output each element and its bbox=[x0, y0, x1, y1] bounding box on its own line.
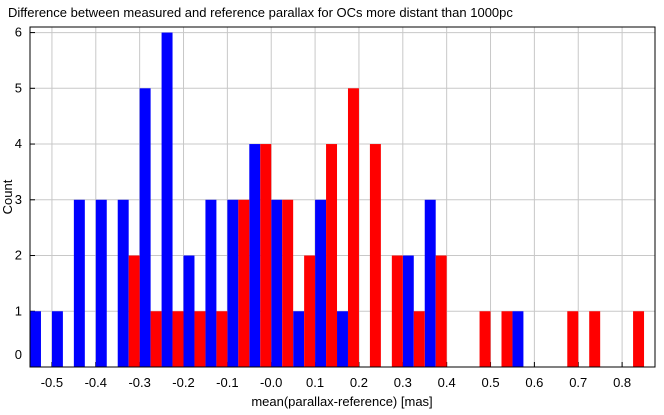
bar bbox=[402, 255, 414, 367]
bar bbox=[413, 311, 425, 367]
bar bbox=[73, 199, 85, 367]
bar bbox=[282, 199, 294, 367]
bar bbox=[424, 199, 436, 367]
plot-frame bbox=[29, 26, 656, 368]
bar bbox=[304, 255, 316, 367]
bar bbox=[567, 311, 579, 367]
x-tick-label: 0.6 bbox=[525, 375, 543, 390]
y-tick-label: 1 bbox=[15, 303, 22, 318]
y-tick-label: 5 bbox=[15, 80, 22, 95]
x-tick-label: 0.3 bbox=[394, 375, 412, 390]
bar bbox=[369, 144, 381, 367]
bar bbox=[435, 255, 447, 367]
y-tick-label: 3 bbox=[15, 192, 22, 207]
x-tick-label: -0.1 bbox=[216, 375, 238, 390]
x-tick-label: -0.4 bbox=[85, 375, 107, 390]
bar bbox=[512, 311, 524, 367]
x-tick-label: -0.3 bbox=[128, 375, 150, 390]
bar bbox=[227, 199, 239, 367]
bar bbox=[128, 255, 140, 367]
bar bbox=[315, 199, 327, 367]
bar bbox=[205, 199, 217, 367]
x-tick-label: -0.5 bbox=[41, 375, 63, 390]
bar bbox=[249, 144, 261, 367]
bar bbox=[51, 311, 63, 367]
bar bbox=[95, 199, 107, 367]
bar bbox=[633, 311, 645, 367]
x-tick-label: 0.4 bbox=[438, 375, 456, 390]
bar bbox=[391, 255, 403, 367]
bar bbox=[326, 144, 338, 367]
x-tick-label: 0.7 bbox=[569, 375, 587, 390]
x-axis-label: mean(parallax-reference) [mas] bbox=[251, 394, 432, 409]
bar bbox=[260, 144, 272, 367]
bar bbox=[161, 32, 173, 368]
bar bbox=[337, 311, 348, 367]
y-tick-label: 4 bbox=[15, 136, 22, 151]
bar bbox=[117, 199, 129, 367]
bar bbox=[172, 311, 184, 367]
y-tick-label: 0 bbox=[15, 347, 22, 362]
bar bbox=[238, 199, 250, 367]
x-tick-label: 0.8 bbox=[613, 375, 631, 390]
x-tick-label: -0.2 bbox=[172, 375, 194, 390]
x-tick-label: 0.1 bbox=[306, 375, 324, 390]
bar bbox=[216, 311, 228, 367]
y-axis-label: Count bbox=[0, 179, 15, 214]
y-tick-label: 6 bbox=[15, 25, 22, 40]
bar bbox=[30, 311, 41, 367]
bar bbox=[271, 199, 283, 367]
x-tick-label: -0.0 bbox=[260, 375, 282, 390]
y-tick-label: 2 bbox=[15, 248, 22, 263]
chart-title: Difference between measured and referenc… bbox=[8, 5, 513, 20]
x-tick-label: 0.5 bbox=[481, 375, 499, 390]
bar bbox=[479, 311, 491, 367]
bar bbox=[293, 311, 305, 367]
bar bbox=[150, 311, 162, 367]
bar bbox=[139, 88, 151, 368]
bar bbox=[589, 311, 601, 367]
bar bbox=[183, 255, 195, 367]
x-tick-label: 0.2 bbox=[350, 375, 368, 390]
bar bbox=[347, 88, 359, 368]
bar bbox=[501, 311, 513, 367]
bar bbox=[194, 311, 206, 367]
